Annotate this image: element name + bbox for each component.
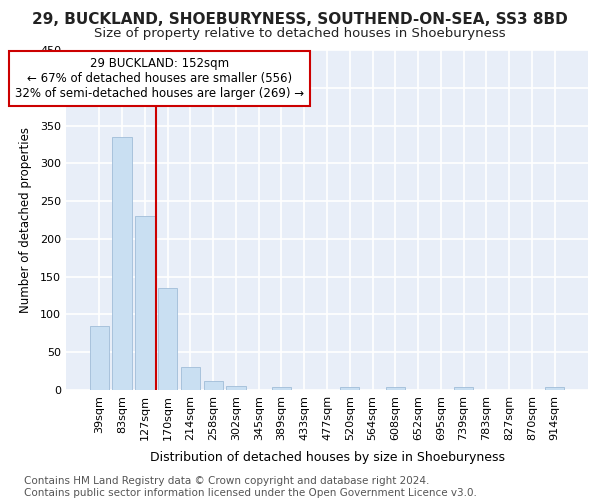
Bar	[272, 387, 291, 390]
Bar	[135, 216, 155, 390]
Text: Contains HM Land Registry data © Crown copyright and database right 2024.
Contai: Contains HM Land Registry data © Crown c…	[24, 476, 477, 498]
Text: 29, BUCKLAND, SHOEBURYNESS, SOUTHEND-ON-SEA, SS3 8BD: 29, BUCKLAND, SHOEBURYNESS, SOUTHEND-ON-…	[32, 12, 568, 28]
Bar	[454, 387, 473, 390]
Bar	[181, 368, 200, 390]
Text: Size of property relative to detached houses in Shoeburyness: Size of property relative to detached ho…	[94, 28, 506, 40]
X-axis label: Distribution of detached houses by size in Shoeburyness: Distribution of detached houses by size …	[149, 451, 505, 464]
Bar	[226, 386, 245, 390]
Bar	[112, 137, 132, 390]
Y-axis label: Number of detached properties: Number of detached properties	[19, 127, 32, 313]
Bar	[90, 326, 109, 390]
Bar	[386, 387, 405, 390]
Bar	[203, 381, 223, 390]
Bar	[340, 387, 359, 390]
Text: 29 BUCKLAND: 152sqm
← 67% of detached houses are smaller (556)
32% of semi-detac: 29 BUCKLAND: 152sqm ← 67% of detached ho…	[16, 57, 305, 100]
Bar	[545, 387, 564, 390]
Bar	[158, 288, 178, 390]
